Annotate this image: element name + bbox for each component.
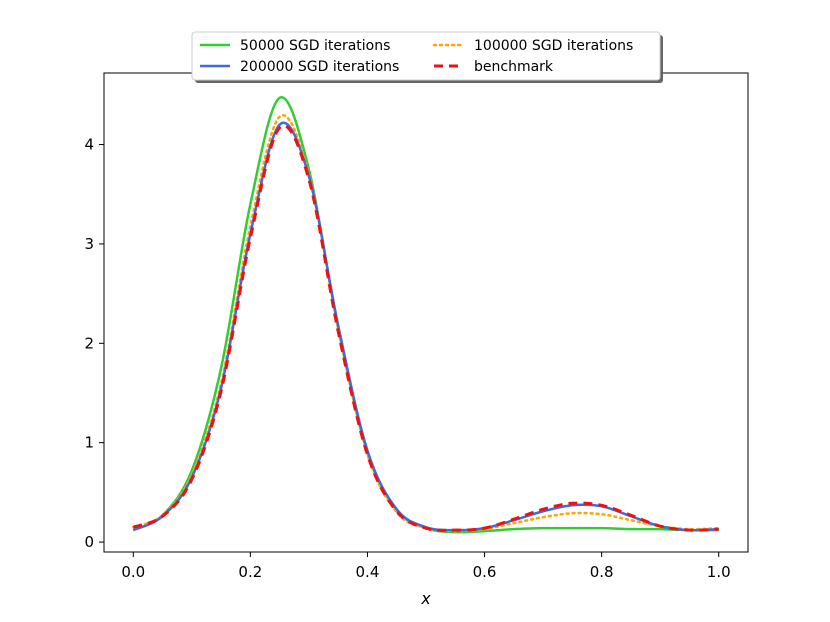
- y-tick-label: 4: [84, 136, 94, 154]
- y-axis: 0 1 2 3 4: [84, 136, 104, 551]
- y-tick-label: 2: [84, 334, 94, 352]
- legend-label: 50000 SGD iterations: [240, 38, 390, 54]
- legend-label: benchmark: [474, 59, 554, 75]
- x-tick-label: 0.6: [473, 563, 497, 581]
- y-tick-label: 1: [84, 434, 94, 452]
- series-line-4: [132, 124, 719, 532]
- series-layer: [132, 96, 720, 534]
- x-axis-label: x: [420, 589, 431, 608]
- x-tick-label: 0.2: [238, 563, 262, 581]
- x-tick-label: 0.0: [121, 563, 145, 581]
- x-tick-label: 0.8: [590, 563, 614, 581]
- y-tick-label: 3: [84, 235, 94, 253]
- y-tick-label: 0: [84, 533, 94, 551]
- x-tick-label: 1.0: [707, 563, 731, 581]
- legend-label: 200000 SGD iterations: [240, 59, 399, 75]
- plot-area: [104, 73, 748, 552]
- legend: 50000 SGD iterations 100000 SGD iteration…: [191, 31, 663, 83]
- legend-box: [191, 31, 661, 81]
- x-tick-label: 0.4: [356, 563, 380, 581]
- legend-label: 100000 SGD iterations: [474, 38, 633, 54]
- x-axis: 0.0 0.2 0.4 0.6 0.8 1.0: [121, 552, 731, 581]
